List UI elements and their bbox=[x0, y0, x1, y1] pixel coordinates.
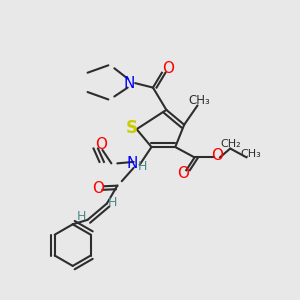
Text: N: N bbox=[127, 156, 138, 171]
Text: O: O bbox=[211, 148, 223, 164]
Text: N: N bbox=[124, 76, 135, 91]
Text: CH₂: CH₂ bbox=[220, 139, 241, 149]
Text: O: O bbox=[95, 136, 107, 152]
Text: H: H bbox=[108, 196, 118, 208]
Text: O: O bbox=[162, 61, 174, 76]
Text: CH₃: CH₃ bbox=[241, 149, 261, 160]
Text: S: S bbox=[126, 119, 138, 137]
Text: H: H bbox=[138, 160, 147, 173]
Text: O: O bbox=[92, 181, 104, 196]
Text: O: O bbox=[177, 166, 189, 181]
Text: CH₃: CH₃ bbox=[188, 94, 210, 107]
Text: H: H bbox=[77, 210, 86, 224]
